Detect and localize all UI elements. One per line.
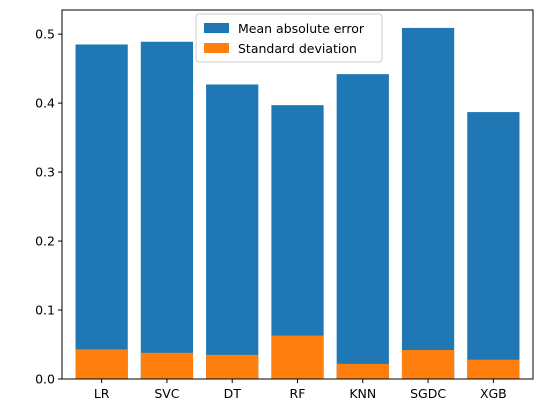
bar-mae-svc xyxy=(140,41,194,379)
bars-group xyxy=(75,27,520,380)
y-tick-label: 0.1 xyxy=(35,303,55,318)
x-tick-label-xgb: XGB xyxy=(480,386,507,401)
bar-mae-knn xyxy=(336,74,389,379)
bar-mae-dt xyxy=(206,84,259,380)
x-tick-label-dt: DT xyxy=(224,386,242,401)
legend-label-std: Standard deviation xyxy=(238,41,357,56)
legend-box xyxy=(195,13,383,63)
x-tick-label-knn: KNN xyxy=(349,386,376,401)
bar-std-xgb xyxy=(467,359,520,379)
bar-mae-sgdc xyxy=(401,27,455,380)
legend-label-mae: Mean absolute error xyxy=(238,21,365,36)
legend-swatch-std xyxy=(204,43,229,53)
y-tick-label: 0.0 xyxy=(35,372,55,387)
x-tick-label-sgdc: SGDC xyxy=(410,386,446,401)
y-tick-label: 0.2 xyxy=(35,234,55,249)
legend: Mean absolute error Standard deviation xyxy=(195,13,383,63)
bar-mae-lr xyxy=(75,44,128,380)
bar-std-lr xyxy=(75,349,128,379)
bar-std-knn xyxy=(336,363,389,379)
bar-mae-xgb xyxy=(467,112,520,379)
y-axis-ticks: 0.0 0.1 0.2 0.3 0.4 0.5 xyxy=(35,27,62,387)
y-tick-label: 0.3 xyxy=(35,165,55,180)
bar-std-svc xyxy=(140,352,194,379)
bar-std-sgdc xyxy=(401,350,455,379)
bar-std-rf xyxy=(271,335,324,379)
legend-swatch-mae xyxy=(204,23,229,33)
y-tick-label: 0.5 xyxy=(35,27,55,42)
x-axis-ticks: LR SVC DT RF KNN SGDC XGB xyxy=(94,379,507,401)
x-tick-label-lr: LR xyxy=(94,386,110,401)
y-tick-label: 0.4 xyxy=(35,96,55,111)
x-tick-label-svc: SVC xyxy=(154,386,179,401)
x-tick-label-rf: RF xyxy=(290,386,306,401)
bar-std-dt xyxy=(206,354,259,379)
bar-mae-rf xyxy=(271,105,324,380)
